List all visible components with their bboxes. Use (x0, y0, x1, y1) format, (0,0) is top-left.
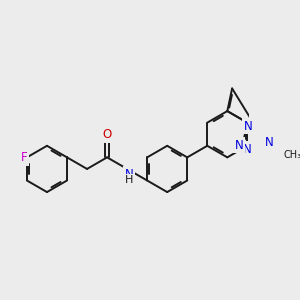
Text: N: N (244, 119, 253, 133)
Text: N: N (265, 136, 273, 149)
Text: N: N (124, 168, 133, 181)
Text: N: N (243, 143, 252, 156)
Text: N: N (235, 139, 244, 152)
Text: O: O (103, 128, 112, 141)
Text: F: F (21, 151, 28, 164)
Text: H: H (124, 175, 133, 185)
Text: CH₃: CH₃ (284, 151, 300, 160)
